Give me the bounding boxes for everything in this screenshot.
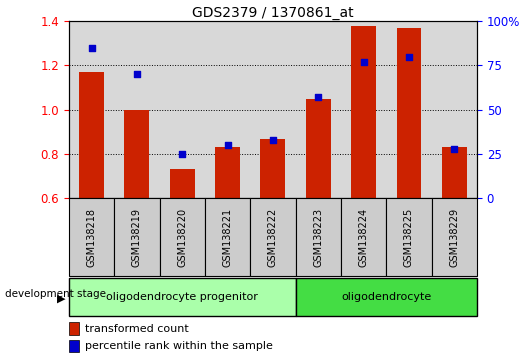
- Text: GSM138224: GSM138224: [359, 207, 369, 267]
- Bar: [69, 278, 296, 316]
- Point: [132, 72, 141, 77]
- Text: GSM138218: GSM138218: [86, 208, 96, 267]
- Bar: [250, 198, 296, 276]
- Text: GSM138220: GSM138220: [177, 207, 187, 267]
- Point: [314, 95, 323, 100]
- Bar: [396, 28, 421, 198]
- Text: percentile rank within the sample: percentile rank within the sample: [85, 341, 273, 351]
- Text: GSM138223: GSM138223: [313, 207, 323, 267]
- Bar: [69, 340, 79, 352]
- Text: GSM138225: GSM138225: [404, 207, 414, 267]
- Bar: [69, 198, 114, 276]
- Bar: [69, 322, 79, 335]
- Point: [359, 59, 368, 65]
- Bar: [351, 26, 376, 198]
- Bar: [160, 198, 205, 276]
- Bar: [260, 138, 286, 198]
- Point: [269, 137, 277, 143]
- Text: GSM138222: GSM138222: [268, 207, 278, 267]
- Text: GSM138219: GSM138219: [132, 208, 142, 267]
- Bar: [205, 198, 250, 276]
- Bar: [296, 198, 341, 276]
- Point: [223, 142, 232, 148]
- Text: GSM138221: GSM138221: [223, 207, 233, 267]
- Bar: [125, 110, 149, 198]
- Bar: [170, 170, 195, 198]
- Bar: [431, 198, 477, 276]
- Bar: [341, 198, 386, 276]
- Text: GSM138229: GSM138229: [449, 207, 460, 267]
- Title: GDS2379 / 1370861_at: GDS2379 / 1370861_at: [192, 6, 354, 20]
- Point: [405, 54, 413, 59]
- Text: transformed count: transformed count: [85, 324, 189, 333]
- Text: ▶: ▶: [57, 294, 65, 304]
- Bar: [296, 278, 477, 316]
- Point: [87, 45, 96, 51]
- Text: oligodendrocyte: oligodendrocyte: [341, 291, 431, 302]
- Text: oligodendrocyte progenitor: oligodendrocyte progenitor: [107, 291, 258, 302]
- Point: [178, 151, 187, 157]
- Bar: [306, 99, 331, 198]
- Bar: [79, 72, 104, 198]
- Bar: [114, 198, 160, 276]
- Bar: [442, 147, 467, 198]
- Bar: [386, 198, 431, 276]
- Bar: [215, 147, 240, 198]
- Point: [450, 146, 458, 152]
- Text: development stage: development stage: [5, 289, 107, 299]
